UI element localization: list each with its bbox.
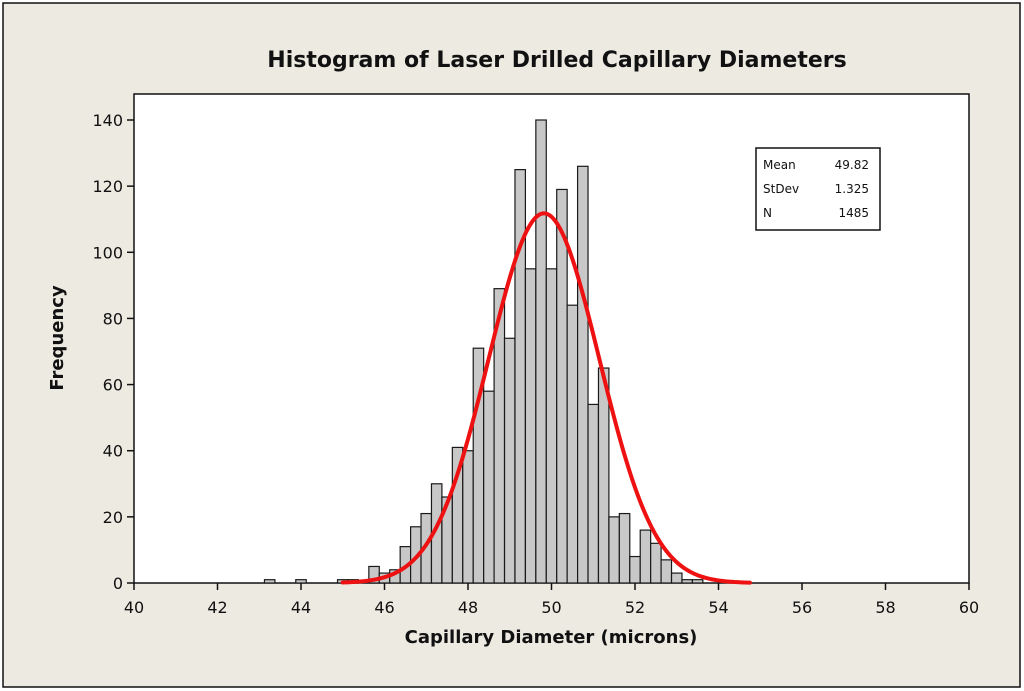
histogram-bar-21 — [545, 268, 558, 584]
legend-n-value: 1485 — [838, 206, 869, 220]
histogram-bar-35 — [691, 579, 704, 584]
y-tick-label-0: 0 — [113, 574, 123, 593]
histogram-bar-25 — [587, 403, 600, 584]
histogram-bar-0 — [263, 579, 276, 584]
histogram-bar-27 — [608, 516, 620, 584]
stats-legend-box — [755, 147, 881, 231]
histogram-bar-1 — [295, 579, 307, 584]
y-tick-label-80: 80 — [103, 309, 123, 328]
y-tick-label-140: 140 — [92, 111, 123, 130]
x-tick-label-44: 44 — [291, 598, 311, 617]
x-tick-label-56: 56 — [792, 598, 812, 617]
legend-stdev-label: StDev — [763, 182, 799, 196]
y-tick-label-60: 60 — [103, 376, 123, 395]
x-tick-label-58: 58 — [875, 598, 895, 617]
x-tick-label-46: 46 — [374, 598, 394, 617]
histogram-bar-33 — [670, 572, 683, 584]
stats-legend: Mean 49.82 StDev 1.325 N 1485 — [755, 147, 881, 231]
y-tick-label-100: 100 — [92, 243, 123, 262]
legend-mean-label: Mean — [763, 158, 796, 172]
histogram-bar-30 — [639, 529, 652, 584]
histogram-bar-23 — [566, 304, 579, 584]
y-tick-label-20: 20 — [103, 508, 123, 527]
chart-title: Histogram of Laser Drilled Capillary Dia… — [267, 48, 846, 73]
legend-n-label: N — [763, 206, 772, 220]
histogram-bars — [263, 119, 704, 584]
histogram-bar-22 — [556, 188, 568, 584]
histogram-bar-34 — [681, 579, 694, 584]
y-axis-label: Frequency — [47, 285, 68, 391]
x-tick-label-54: 54 — [708, 598, 728, 617]
histogram-bar-13 — [462, 450, 474, 584]
x-tick-label-40: 40 — [124, 598, 144, 617]
histogram-bar-20 — [535, 119, 547, 584]
histogram-bar-32 — [660, 559, 673, 584]
histogram-bar-26 — [597, 367, 610, 584]
histogram-bar-18 — [514, 169, 527, 584]
y-tick-label-120: 120 — [92, 177, 123, 196]
histogram-bar-17 — [503, 337, 516, 584]
histogram-bar-31 — [650, 542, 662, 584]
histogram-bar-15 — [483, 390, 495, 584]
x-tick-label-60: 60 — [959, 598, 979, 617]
legend-stdev-value: 1.325 — [835, 182, 869, 196]
legend-mean-value: 49.82 — [835, 158, 869, 172]
y-axis-ticks: 0 20 40 60 80 100 120 140 — [92, 111, 134, 593]
normal-fit-curve — [340, 211, 752, 585]
x-tick-label-50: 50 — [541, 598, 561, 617]
x-axis-label: Capillary Diameter (microns) — [405, 627, 698, 648]
x-axis-ticks: 40 42 44 46 48 50 52 54 56 58 60 — [124, 583, 979, 617]
y-tick-label-40: 40 — [103, 442, 123, 461]
histogram-bar-24 — [576, 165, 589, 584]
histogram-bar-19 — [524, 268, 537, 584]
histogram-bar-29 — [629, 555, 641, 584]
x-tick-label-52: 52 — [625, 598, 645, 617]
histogram-bar-28 — [618, 512, 631, 584]
x-tick-label-48: 48 — [458, 598, 478, 617]
x-tick-label-42: 42 — [207, 598, 227, 617]
